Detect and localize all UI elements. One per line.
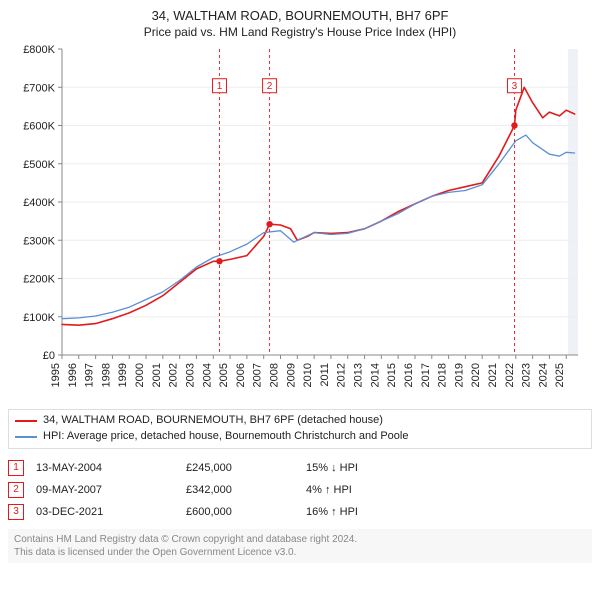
svg-text:2013: 2013 <box>353 363 365 387</box>
chart-svg: £0 £100K £200K £300K £400K £500K £600K £700K £80… <box>8 43 592 403</box>
sale-price: £245,000 <box>186 462 306 474</box>
sale-row: 2 09-MAY-2007£342,0004% ↑ HPI <box>8 479 592 501</box>
svg-text:2: 2 <box>267 81 273 92</box>
svg-text:£400K: £400K <box>23 197 55 209</box>
svg-text:£300K: £300K <box>23 235 55 247</box>
svg-text:1997: 1997 <box>84 363 96 387</box>
chart-container: 34, WALTHAM ROAD, BOURNEMOUTH, BH7 6PF P… <box>0 0 600 569</box>
svg-text:2002: 2002 <box>168 363 180 387</box>
svg-text:2015: 2015 <box>386 363 398 387</box>
legend-label: 34, WALTHAM ROAD, BOURNEMOUTH, BH7 6PF (… <box>43 413 383 429</box>
disclaimer-line1: Contains HM Land Registry data © Crown c… <box>14 533 586 546</box>
svg-text:2024: 2024 <box>537 363 549 387</box>
svg-text:1999: 1999 <box>117 363 129 387</box>
svg-text:2005: 2005 <box>218 363 230 387</box>
svg-text:2022: 2022 <box>504 363 516 387</box>
sale-diff: 4% ↑ HPI <box>306 484 436 496</box>
svg-text:2011: 2011 <box>319 363 331 387</box>
svg-text:2009: 2009 <box>285 363 297 387</box>
disclaimer-line2: This data is licensed under the Open Gov… <box>14 546 586 559</box>
sale-number-box: 3 <box>8 504 24 520</box>
svg-text:£800K: £800K <box>23 44 55 56</box>
svg-text:2001: 2001 <box>151 363 163 387</box>
svg-text:£0: £0 <box>43 350 55 362</box>
svg-text:2003: 2003 <box>184 363 196 387</box>
svg-text:1: 1 <box>217 81 223 92</box>
sale-diff: 15% ↓ HPI <box>306 462 436 474</box>
svg-text:£100K: £100K <box>23 312 55 324</box>
sale-date: 03-DEC-2021 <box>36 506 186 518</box>
svg-text:£600K: £600K <box>23 121 55 133</box>
svg-text:2023: 2023 <box>521 363 533 387</box>
title-subtitle: Price paid vs. HM Land Registry's House … <box>8 25 592 39</box>
svg-text:2012: 2012 <box>336 363 348 387</box>
svg-text:1998: 1998 <box>100 363 112 387</box>
sale-date: 09-MAY-2007 <box>36 484 186 496</box>
svg-text:2025: 2025 <box>554 363 566 387</box>
svg-text:2006: 2006 <box>235 363 247 387</box>
svg-text:2021: 2021 <box>487 363 499 387</box>
svg-text:2014: 2014 <box>369 363 381 387</box>
svg-text:£200K: £200K <box>23 274 55 286</box>
svg-text:2007: 2007 <box>252 363 264 387</box>
sale-price: £342,000 <box>186 484 306 496</box>
sales-list: 1 13-MAY-2004£245,00015% ↓ HPI 2 09-MAY-200… <box>8 457 592 523</box>
sale-number-box: 2 <box>8 482 24 498</box>
svg-text:£700K: £700K <box>23 82 55 94</box>
legend-row: 34, WALTHAM ROAD, BOURNEMOUTH, BH7 6PF (… <box>15 413 585 429</box>
svg-text:2016: 2016 <box>403 363 415 387</box>
svg-text:2008: 2008 <box>269 363 281 387</box>
sale-number-box: 1 <box>8 460 24 476</box>
svg-text:1996: 1996 <box>67 363 79 387</box>
svg-text:2010: 2010 <box>302 363 314 387</box>
legend: 34, WALTHAM ROAD, BOURNEMOUTH, BH7 6PF (… <box>8 409 592 449</box>
chart: £0 £100K £200K £300K £400K £500K £600K £700K £80… <box>8 43 592 403</box>
legend-label: HPI: Average price, detached house, Bour… <box>43 429 408 445</box>
svg-text:2020: 2020 <box>470 363 482 387</box>
sale-row: 1 13-MAY-2004£245,00015% ↓ HPI <box>8 457 592 479</box>
svg-text:3: 3 <box>512 81 518 92</box>
svg-text:1995: 1995 <box>50 363 62 387</box>
sale-diff: 16% ↑ HPI <box>306 506 436 518</box>
svg-text:£500K: £500K <box>23 159 55 171</box>
legend-swatch <box>15 436 37 438</box>
disclaimer: Contains HM Land Registry data © Crown c… <box>8 529 592 563</box>
title-address: 34, WALTHAM ROAD, BOURNEMOUTH, BH7 6PF <box>8 8 592 23</box>
svg-text:2019: 2019 <box>453 363 465 387</box>
titles: 34, WALTHAM ROAD, BOURNEMOUTH, BH7 6PF P… <box>8 8 592 39</box>
sale-date: 13-MAY-2004 <box>36 462 186 474</box>
svg-text:2000: 2000 <box>134 363 146 387</box>
legend-swatch <box>15 420 37 422</box>
svg-text:2004: 2004 <box>201 363 213 387</box>
svg-text:2017: 2017 <box>420 363 432 387</box>
sale-price: £600,000 <box>186 506 306 518</box>
legend-row: HPI: Average price, detached house, Bour… <box>15 429 585 445</box>
svg-text:2018: 2018 <box>437 363 449 387</box>
sale-row: 3 03-DEC-2021£600,00016% ↑ HPI <box>8 501 592 523</box>
